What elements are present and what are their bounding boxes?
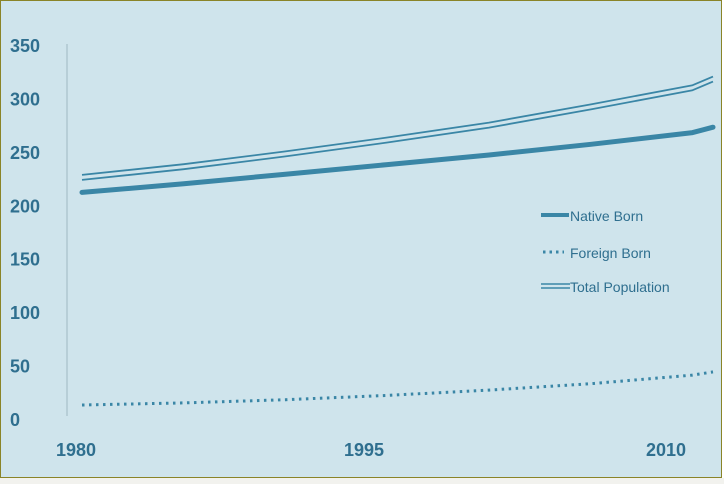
series-line-total-population-lower — [81, 80, 714, 181]
y-tick-label: 50 — [10, 357, 30, 377]
y-tick-label: 100 — [10, 303, 40, 323]
x-tick-label: 1995 — [344, 440, 384, 460]
x-tick-label: 2010 — [646, 440, 686, 460]
y-tick-label: 150 — [10, 250, 40, 270]
legend-item-foreign-born: Foreign Born — [543, 245, 651, 261]
legend-label-foreign-born: Foreign Born — [570, 245, 651, 261]
series-line-total-population-upper — [81, 75, 714, 176]
y-tick-labels: 0 50 100 150 200 250 300 350 — [10, 36, 40, 430]
y-tick-label: 250 — [10, 143, 40, 163]
legend-label-native-born: Native Born — [570, 208, 643, 224]
y-tick-label: 0 — [10, 410, 20, 430]
series-layer — [79, 75, 716, 407]
x-tick-labels: 1980 1995 2010 — [56, 440, 686, 460]
y-tick-label: 200 — [10, 196, 40, 216]
series-line-foreign-born — [81, 370, 714, 407]
legend-label-total-population: Total Population — [570, 279, 670, 295]
x-tick-label: 1980 — [56, 440, 96, 460]
bottom-strip — [0, 478, 724, 484]
legend: Native Born Foreign Born Total Populatio… — [541, 208, 670, 295]
series-line-native-born — [79, 124, 716, 195]
legend-item-native-born: Native Born — [541, 208, 643, 224]
legend-item-total-population: Total Population — [541, 279, 670, 295]
y-tick-label: 300 — [10, 89, 40, 109]
y-tick-label: 350 — [10, 36, 40, 56]
